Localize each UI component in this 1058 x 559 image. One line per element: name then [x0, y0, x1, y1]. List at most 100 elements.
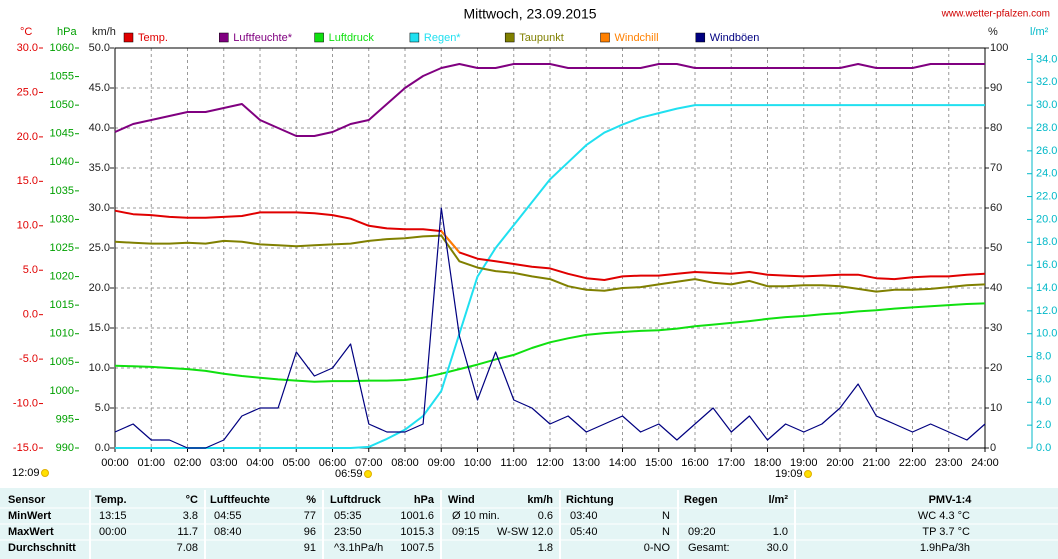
x-tick-label: 04:00 [246, 457, 274, 469]
y-tick-label: 1045 [50, 128, 74, 140]
row-label: MinWert [8, 510, 52, 522]
table-cell: 0-NO [644, 542, 671, 554]
y-tick-label: 35.0 [89, 162, 110, 174]
y-tick-label: 1015 [50, 299, 74, 311]
series-line [114, 209, 986, 281]
y-tick-label: 8.0 [1036, 350, 1051, 362]
legend-swatch [504, 32, 515, 43]
table-cell: 09:15 [452, 526, 480, 538]
legend-label: Taupunkt [519, 32, 564, 44]
table-cell: 05:35 [334, 510, 362, 522]
table-cell: 1007.5 [400, 542, 434, 554]
table-cell: Gesamt: [688, 542, 730, 554]
y-tick-label: 45.0 [89, 82, 110, 94]
x-tick-label: 17:00 [717, 457, 745, 469]
row-label: Durchschnitt [8, 542, 76, 554]
y-tick-label: 1020 [50, 270, 74, 282]
table-cell: 7.08 [177, 542, 198, 554]
table-cell: 1001.6 [400, 510, 434, 522]
y-tick-label: 12.0 [1036, 305, 1057, 317]
y-tick-label: 10.0 [1036, 328, 1057, 340]
table-header: Temp. [95, 494, 127, 506]
y-tick-label: 4.0 [1036, 396, 1051, 408]
y-tick-label: 990 [56, 442, 74, 454]
axis-unit: % [988, 26, 998, 38]
y-tick-label: 0.0 [1036, 442, 1051, 454]
series-line [114, 302, 986, 383]
y-tick-label: 10.0 [17, 220, 38, 232]
plot-frame [114, 47, 986, 449]
x-tick-label: 09:00 [427, 457, 455, 469]
x-tick-label: 13:00 [572, 457, 600, 469]
y-tick-label: 0 [990, 442, 996, 454]
y-tick-label: 90 [990, 82, 1002, 94]
table-cell: 30.0 [767, 542, 788, 554]
y-tick-label: 25.0 [89, 242, 110, 254]
y-tick-label: 2.0 [1036, 419, 1051, 431]
series-line [115, 104, 985, 449]
x-tick-label: 08:00 [391, 457, 419, 469]
y-tick-label: 1040 [50, 156, 74, 168]
table-cell: 23:50 [334, 526, 362, 538]
table-header: % [306, 494, 316, 506]
x-tick-label: 23:00 [935, 457, 963, 469]
y-tick-label: 15.0 [17, 175, 38, 187]
x-tick-label: 15:00 [645, 457, 673, 469]
table-cell: 1015.3 [400, 526, 434, 538]
y-tick-label: 1050 [50, 99, 74, 111]
y-tick-label: 24.0 [1036, 168, 1057, 180]
y-tick-label: 50.0 [89, 42, 110, 54]
series-line [114, 234, 986, 293]
sun-icon [804, 470, 812, 478]
y-tick-label: 40.0 [89, 122, 110, 134]
x-tick-label: 21:00 [862, 457, 890, 469]
y-tick-label: -15.0 [13, 442, 38, 454]
sun-time: 12:09 [12, 467, 40, 479]
table-header: Richtung [566, 494, 614, 506]
table-cell: 05:40 [570, 526, 598, 538]
series-line [114, 63, 985, 137]
x-tick-label: 02:00 [174, 457, 202, 469]
table-cell: 1.8 [538, 542, 553, 554]
y-tick-label: 32.0 [1036, 76, 1057, 88]
y-tick-label: 70 [990, 162, 1002, 174]
sun-time: 19:09 [775, 468, 803, 480]
y-tick-label: 60 [990, 202, 1002, 214]
x-tick-label: 11:00 [500, 457, 527, 469]
y-tick-label: 1000 [50, 385, 74, 397]
x-tick-label: 24:00 [971, 457, 999, 469]
y-tick-label: -10.0 [13, 397, 38, 409]
table-header: Regen [684, 494, 718, 506]
x-tick-label: 06:00 [319, 457, 347, 469]
y-tick-label: 1030 [50, 213, 74, 225]
legend-swatch [695, 32, 706, 43]
table-header: Sensor [8, 494, 46, 506]
y-tick-label: 16.0 [1036, 259, 1057, 271]
y-tick-label: 25.0 [17, 86, 38, 98]
legend-label: Windböen [710, 32, 760, 44]
y-tick-label: 10.0 [89, 362, 110, 374]
source: www.wetter-pfalzen.com [941, 9, 1050, 20]
series-line [114, 207, 986, 449]
y-tick-label: 20.0 [89, 282, 110, 294]
y-tick-label: 1055 [50, 70, 74, 82]
sun-icon [364, 470, 372, 478]
chart-title: Mittwoch, 23.09.2015 [463, 6, 596, 22]
y-tick-label: 50 [990, 242, 1002, 254]
y-tick-label: 28.0 [1036, 122, 1057, 134]
y-tick-label: 100 [990, 42, 1008, 54]
table-cell: ^3.1hPa/h [334, 542, 383, 554]
table-header: °C [186, 494, 198, 506]
sun-icon [41, 469, 49, 477]
table-header: Wind [448, 494, 475, 506]
x-tick-label: 05:00 [282, 457, 310, 469]
y-tick-label: 0.0 [23, 309, 38, 321]
legend-swatch [600, 32, 610, 43]
table-cell: 11.7 [177, 526, 198, 538]
y-tick-label: 6.0 [1036, 373, 1051, 385]
legend-label: Windchill [615, 32, 659, 44]
table-cell: 08:40 [214, 526, 242, 538]
table-cell: 1.9hPa/3h [920, 542, 970, 554]
x-tick-label: 20:00 [826, 457, 854, 469]
